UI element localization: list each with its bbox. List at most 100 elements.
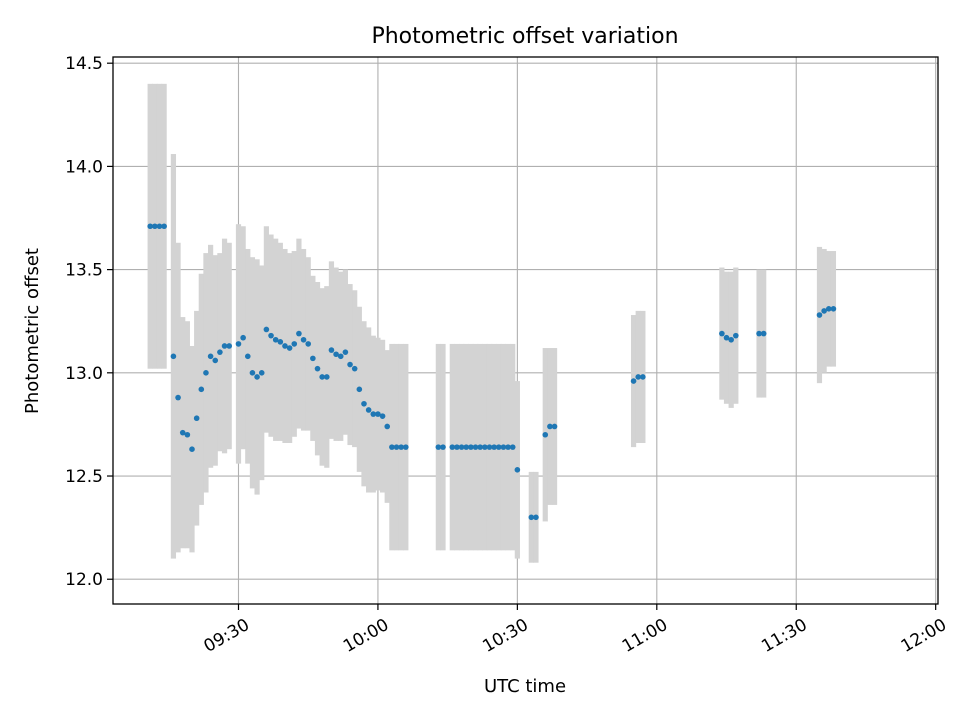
data-point	[347, 361, 353, 368]
data-point	[756, 330, 762, 337]
data-point	[184, 431, 191, 438]
y-tick-label: 14.0	[65, 157, 103, 177]
data-point	[244, 353, 251, 360]
data-point	[337, 353, 344, 360]
y-ticks: 12.0 12.5 13.0 13.5 14.0 14.5	[65, 54, 113, 590]
data-point	[361, 400, 367, 407]
data-point	[486, 444, 493, 450]
data-point	[268, 332, 274, 339]
y-tick-label: 13.5	[65, 261, 103, 281]
data-point	[384, 423, 391, 430]
data-point	[458, 444, 465, 450]
data-point	[398, 444, 404, 450]
data-point	[161, 223, 167, 230]
y-axis-label: Photometric offset	[22, 248, 43, 414]
data-point	[328, 347, 335, 353]
data-point	[733, 332, 739, 339]
data-point	[468, 444, 474, 450]
data-point	[440, 444, 446, 450]
data-point	[463, 444, 470, 450]
data-point	[477, 444, 483, 450]
data-point	[760, 330, 767, 337]
data-point	[495, 444, 502, 450]
data-point	[365, 407, 372, 413]
plot-frame	[112, 56, 939, 605]
data-point	[403, 444, 409, 450]
data-point	[393, 444, 400, 450]
data-point	[389, 444, 395, 450]
y-tick-label: 14.5	[65, 54, 103, 74]
data-point	[179, 429, 186, 436]
data-point	[305, 341, 312, 347]
data-point	[193, 415, 200, 422]
data-point	[286, 345, 293, 351]
data-point	[249, 370, 256, 376]
data-point	[719, 330, 725, 337]
data-point	[351, 365, 358, 372]
data-point	[816, 312, 823, 318]
data-point	[282, 343, 288, 349]
data-point	[728, 336, 734, 343]
y-tick-label: 12.5	[65, 467, 103, 487]
data-points	[147, 223, 837, 521]
data-point	[212, 357, 219, 364]
data-point	[310, 355, 316, 362]
data-point	[454, 444, 460, 450]
data-point	[825, 306, 832, 312]
chart-title: Photometric offset variation	[371, 24, 678, 49]
data-point	[170, 353, 177, 360]
data-point	[640, 374, 646, 380]
data-point	[333, 351, 339, 358]
data-point	[449, 444, 456, 450]
data-point	[830, 306, 837, 312]
data-point	[254, 374, 260, 380]
data-point	[203, 370, 209, 376]
data-point	[263, 326, 270, 333]
data-point	[272, 336, 279, 343]
data-point	[198, 386, 205, 393]
data-point	[226, 343, 232, 349]
data-point	[300, 336, 307, 343]
data-point	[547, 423, 553, 430]
data-point	[324, 374, 330, 380]
data-point	[277, 339, 284, 345]
data-point	[551, 423, 558, 430]
data-point	[175, 394, 181, 401]
data-point	[723, 334, 730, 341]
data-point	[505, 444, 511, 450]
data-point	[435, 444, 442, 450]
data-point	[542, 431, 549, 438]
data-point	[258, 370, 265, 376]
data-point	[370, 411, 377, 417]
data-point	[500, 444, 507, 450]
data-point	[152, 223, 158, 230]
data-point	[630, 378, 637, 384]
data-point	[356, 386, 363, 393]
data-point	[291, 341, 298, 347]
data-point	[491, 444, 497, 450]
data-point	[821, 308, 827, 314]
data-point	[217, 349, 223, 355]
y-tick-label: 13.0	[65, 364, 103, 384]
data-point	[221, 343, 228, 349]
data-point	[156, 223, 163, 230]
data-point	[296, 330, 302, 337]
data-point	[528, 514, 535, 521]
data-point	[375, 411, 381, 417]
data-point	[514, 467, 521, 473]
data-point	[147, 223, 153, 230]
data-point	[635, 374, 642, 380]
data-point	[235, 341, 242, 347]
data-point	[207, 353, 214, 360]
data-point	[482, 444, 488, 450]
data-point	[472, 444, 479, 450]
data-point	[314, 365, 321, 372]
data-point	[379, 413, 386, 419]
data-point	[319, 374, 325, 380]
data-point	[533, 514, 539, 521]
data-point	[189, 446, 195, 452]
data-point	[509, 444, 516, 450]
x-axis-label: UTC time	[484, 676, 566, 697]
data-point	[240, 334, 246, 341]
